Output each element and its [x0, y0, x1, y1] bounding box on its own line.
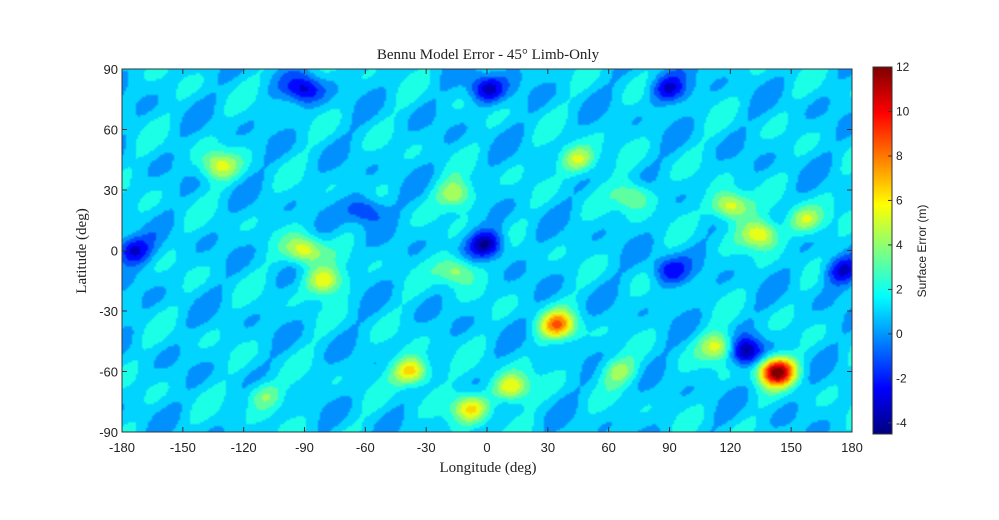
- x-tick-label: -60: [356, 440, 375, 455]
- colorbar-tick-label: 8: [896, 149, 903, 163]
- y-axis: -90 -60 -30 0 30 60 90: [99, 62, 852, 440]
- chart-title: Bennu Model Error - 45° Limb-Only: [377, 47, 600, 63]
- colorbar-tick-label: 12: [896, 60, 910, 74]
- colorbar-tick-label: -4: [896, 416, 907, 430]
- x-tick-label: 120: [719, 440, 741, 455]
- x-tick-label: 30: [541, 440, 555, 455]
- x-tick-label: -180: [109, 440, 135, 455]
- x-tick-label: 180: [841, 440, 863, 455]
- y-tick-label: 90: [104, 62, 118, 77]
- x-tick-label: -120: [231, 440, 257, 455]
- colorbar: -4 -2 0 2 4 6 8 10 12 Surface Error (m): [872, 60, 929, 435]
- x-tick-label: 60: [601, 440, 615, 455]
- y-tick-label: -30: [99, 304, 118, 319]
- x-axis-label: Longitude (deg): [439, 460, 536, 476]
- x-tick-label: 90: [662, 440, 676, 455]
- colorbar-tick-label: 0: [896, 327, 903, 341]
- plot-area: [121, 68, 853, 433]
- y-tick-label: 60: [104, 123, 118, 138]
- colorbar-tick-label: 6: [896, 193, 903, 207]
- heatmap-surface: [122, 69, 852, 432]
- x-axis: -180 -150 -120 -90 -60 -30 0 30 60 90 120 150 180: [109, 69, 863, 455]
- x-tick-label: -90: [295, 440, 314, 455]
- x-tick-label: -30: [417, 440, 436, 455]
- colorbar-ticks: -4 -2 0 2 4 6 8 10 12: [888, 60, 910, 430]
- colorbar-tick-label: 2: [896, 282, 903, 296]
- colorbar-label: Surface Error (m): [915, 205, 929, 298]
- x-tick-label: 150: [780, 440, 802, 455]
- colorbar-tick-label: -2: [896, 371, 907, 385]
- y-tick-label: -90: [99, 425, 118, 440]
- y-axis-label: Latitude (deg): [74, 208, 90, 293]
- y-tick-label: 0: [111, 244, 118, 259]
- y-tick-label: 30: [104, 183, 118, 198]
- x-tick-label: 0: [483, 440, 490, 455]
- colorbar-frame: [872, 66, 893, 435]
- colorbar-gradient: [873, 67, 892, 434]
- x-tick-label: -150: [170, 440, 196, 455]
- y-tick-label: -60: [99, 365, 118, 380]
- colorbar-tick-label: 4: [896, 238, 903, 252]
- colorbar-tick-label: 10: [896, 104, 910, 118]
